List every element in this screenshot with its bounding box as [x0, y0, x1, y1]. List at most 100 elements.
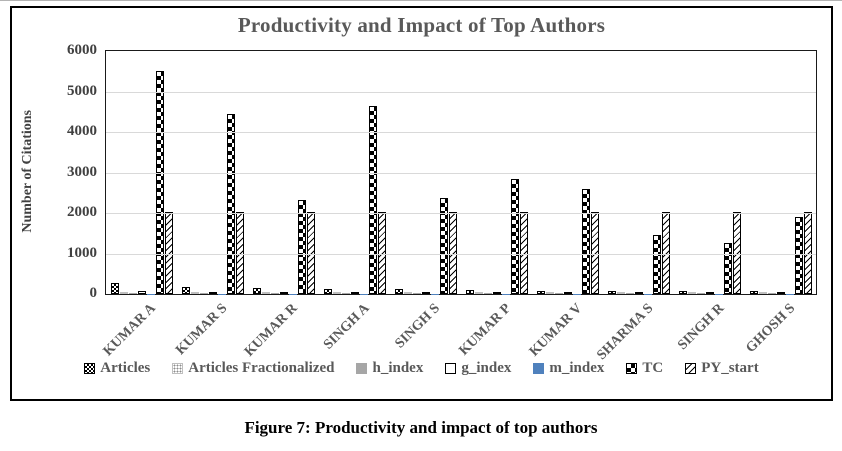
bar-group-singh-s: [390, 51, 461, 294]
bar-py-start: [377, 212, 386, 294]
legend-label: g_index: [461, 360, 512, 376]
gridline: [106, 132, 816, 133]
y-tick-label: 4000: [67, 123, 97, 139]
bar-py-start: [661, 212, 670, 294]
bar-h-index: [483, 293, 492, 294]
bar-articles: [181, 287, 190, 294]
legend-marker-articles: [84, 363, 96, 374]
bar-g-index: [137, 290, 146, 294]
bar-py-start: [235, 212, 244, 294]
legend-item-articles-fractionalized: Articles Fractionalized: [172, 360, 334, 377]
bar-group-kumar-s: [177, 51, 248, 294]
bar-py-start: [590, 212, 599, 294]
legend-item-m-index: m_index: [533, 360, 604, 377]
bar-tc: [226, 113, 235, 294]
bar-tc: [581, 188, 590, 294]
bar-group-kumar-r: [248, 51, 319, 294]
bar-h-index: [554, 293, 563, 294]
bar-g-index: [279, 291, 288, 294]
legend-marker-py-start: [685, 363, 697, 374]
bar-group-kumar-v: [532, 51, 603, 294]
x-axis-label: SINGH A: [320, 301, 373, 353]
x-axis-label: SINGH R: [674, 301, 728, 354]
figure-frame: Productivity and Impact of Top Authors N…: [10, 6, 833, 401]
bar-articles-fractionalized: [474, 292, 483, 294]
bar-group-singh-a: [319, 51, 390, 294]
bar-group-sharma-s: [603, 51, 674, 294]
y-tick-label: 5000: [67, 82, 97, 99]
bar-py-start: [448, 212, 457, 294]
bar-articles: [323, 289, 332, 294]
bar-articles-fractionalized: [758, 292, 767, 294]
legend-marker-m-index: [533, 363, 545, 374]
bar-g-index: [350, 291, 359, 294]
legend-item-g-index: g_index: [445, 360, 511, 377]
y-axis-title-text: Number of Citations: [20, 110, 35, 233]
bar-articles: [749, 290, 758, 294]
bar-articles: [465, 290, 474, 294]
bar-py-start: [306, 212, 315, 294]
legend-label: Articles Fractionalized: [188, 360, 335, 376]
bar-articles-fractionalized: [687, 292, 696, 294]
legend-label: m_index: [549, 360, 605, 376]
bar-h-index: [270, 293, 279, 294]
bar-g-index: [563, 292, 572, 294]
bar-articles-fractionalized: [119, 291, 128, 294]
y-tick-label: 1000: [67, 244, 97, 261]
y-tick-label: 6000: [67, 42, 97, 58]
legend-item-py-start: PY_start: [685, 360, 759, 377]
bar-g-index: [208, 291, 217, 294]
bar-articles: [536, 290, 545, 294]
bar-articles-fractionalized: [261, 292, 270, 294]
bar-h-index: [412, 293, 421, 294]
x-axis-label: SINGH S: [392, 301, 444, 352]
x-axis-label: GHOSH S: [743, 301, 799, 356]
bar-g-index: [634, 292, 643, 294]
legend: Articles Articles Fractionalized h_index g_…: [12, 360, 831, 377]
bar-articles-fractionalized: [545, 292, 554, 294]
bar-articles-fractionalized: [403, 292, 412, 294]
legend-marker-tc: [626, 363, 638, 374]
bar-py-start: [164, 212, 173, 294]
bar-tc: [368, 105, 377, 294]
y-tick-label: 3000: [67, 163, 97, 180]
legend-label: Articles: [100, 360, 151, 376]
bar-articles: [394, 288, 403, 294]
bar-g-index: [776, 292, 785, 294]
gridline: [106, 172, 816, 174]
y-axis-title: Number of Citations: [18, 50, 38, 293]
bar-tc: [723, 243, 732, 294]
bar-py-start: [519, 212, 528, 294]
bar-articles-fractionalized: [616, 292, 625, 294]
x-axis-label: KUMAR V: [526, 301, 586, 360]
legend-item-articles: Articles: [84, 360, 150, 377]
bar-g-index: [421, 292, 430, 294]
bar-tc: [297, 200, 306, 294]
gridline: [106, 253, 816, 255]
bar-tc: [510, 179, 519, 294]
bar-tc: [794, 217, 803, 294]
legend-label: TC: [642, 360, 664, 376]
gridline: [106, 91, 816, 93]
bar-h-index: [199, 292, 208, 294]
bar-h-index: [696, 293, 705, 294]
bar-articles-fractionalized: [190, 292, 199, 294]
bar-g-index: [492, 291, 501, 294]
bar-articles: [678, 290, 687, 294]
bar-h-index: [341, 292, 350, 294]
x-axis-label: KUMAR S: [173, 301, 231, 359]
bar-h-index: [767, 293, 776, 294]
bar-group-kumar-a: [106, 51, 177, 294]
bar-py-start: [803, 212, 812, 294]
chart-title: Productivity and Impact of Top Authors: [237, 13, 606, 37]
x-axis-label: KUMAR P: [456, 301, 515, 359]
legend-marker-h-index: [356, 363, 368, 374]
bar-g-index: [705, 292, 714, 294]
bar-h-index: [625, 293, 634, 294]
bar-articles: [252, 287, 261, 294]
bar-tc: [439, 197, 448, 294]
bar-tc: [155, 71, 164, 294]
legend-marker-articles-fractionalized: [172, 363, 184, 374]
bar-groups-row: [106, 51, 816, 294]
gridline: [106, 213, 816, 214]
